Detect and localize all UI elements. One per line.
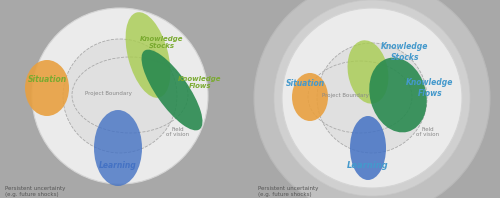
Circle shape [254, 0, 490, 198]
Ellipse shape [350, 116, 386, 180]
Ellipse shape [348, 40, 389, 104]
Text: Learning: Learning [347, 161, 389, 169]
Ellipse shape [142, 50, 203, 130]
Text: Situation: Situation [286, 78, 325, 88]
Text: Project Boundary: Project Boundary [322, 93, 368, 98]
Text: Knowledge
Flows: Knowledge Flows [406, 78, 454, 98]
Text: Field
of vision: Field of vision [166, 127, 190, 137]
Ellipse shape [126, 12, 170, 98]
Ellipse shape [94, 110, 142, 186]
Ellipse shape [292, 73, 328, 121]
Text: Persistent uncertainty
(e.g. future shocks): Persistent uncertainty (e.g. future shoc… [258, 186, 318, 197]
Text: Situation: Situation [28, 75, 66, 85]
Text: Knowledge
Flows: Knowledge Flows [178, 75, 222, 89]
Circle shape [63, 39, 177, 153]
Circle shape [317, 43, 427, 153]
Text: Learning: Learning [99, 161, 137, 169]
Ellipse shape [369, 58, 427, 132]
Circle shape [282, 8, 462, 188]
Text: Project Boundary: Project Boundary [84, 91, 132, 96]
Circle shape [274, 0, 470, 196]
Text: Persistent uncertainty
(e.g. future shocks): Persistent uncertainty (e.g. future shoc… [5, 186, 66, 197]
Text: Knowledge
Stocks: Knowledge Stocks [140, 35, 184, 49]
Text: Knowledge
Stocks: Knowledge Stocks [382, 42, 428, 62]
Ellipse shape [25, 60, 69, 116]
Text: Field
of vision: Field of vision [416, 127, 440, 137]
Circle shape [32, 8, 208, 184]
